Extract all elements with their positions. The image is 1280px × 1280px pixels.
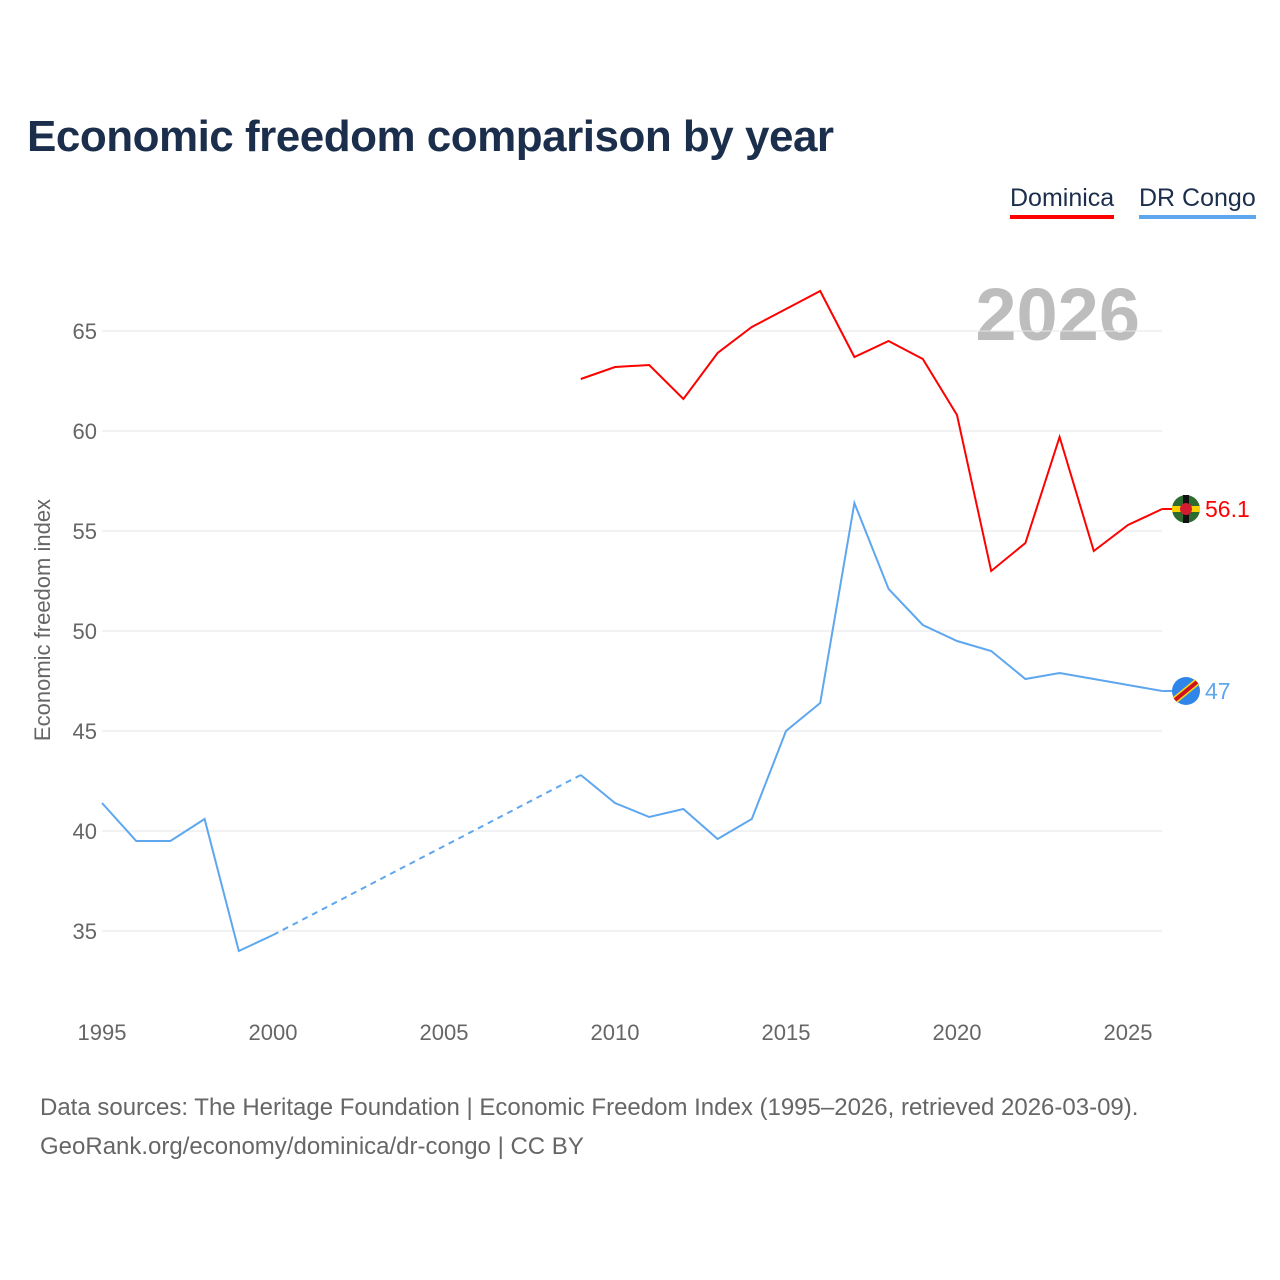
y-tick-label: 60 [73, 419, 97, 444]
y-tick-label: 35 [73, 919, 97, 944]
y-tick-label: 50 [73, 619, 97, 644]
y-tick-label: 40 [73, 819, 97, 844]
series-line-dr-congo [580, 499, 1163, 841]
y-axis-label: Economic freedom index [30, 499, 55, 741]
end-value-label-dominica: 56.1 [1205, 496, 1250, 522]
y-tick-label: 55 [73, 519, 97, 544]
gap-line-dr-congo [272, 774, 582, 936]
y-tick-label: 45 [73, 719, 97, 744]
x-tick-label: 2020 [933, 1020, 982, 1045]
legend-item-dr-congo[interactable]: DR Congo [1139, 184, 1256, 219]
x-tick-label: 2010 [591, 1020, 640, 1045]
series-line-dominica [580, 289, 1163, 573]
footer: Data sources: The Heritage Foundation | … [40, 1088, 1138, 1166]
legend-item-dominica[interactable]: Dominica [1010, 184, 1115, 219]
end-value-label-dr-congo: 47 [1205, 678, 1231, 704]
x-tick-label: 2015 [762, 1020, 811, 1045]
footer-sources: Data sources: The Heritage Foundation | … [40, 1094, 1139, 1121]
chart-title: Economic freedom comparison by year [27, 112, 834, 161]
footer-link[interactable]: GeoRank.org/economy/dominica/dr-congo | … [40, 1133, 584, 1160]
x-tick-label: 2000 [249, 1020, 298, 1045]
year-watermark: 2026 [975, 273, 1140, 356]
flag-disc [1180, 503, 1192, 515]
series-line-dr-congo [101, 802, 274, 953]
x-tick-label: 2025 [1104, 1020, 1153, 1045]
x-tick-label: 1995 [78, 1020, 127, 1045]
x-tick-label: 2005 [420, 1020, 469, 1045]
flag-stripe [1173, 680, 1199, 702]
y-tick-label: 65 [73, 319, 97, 344]
